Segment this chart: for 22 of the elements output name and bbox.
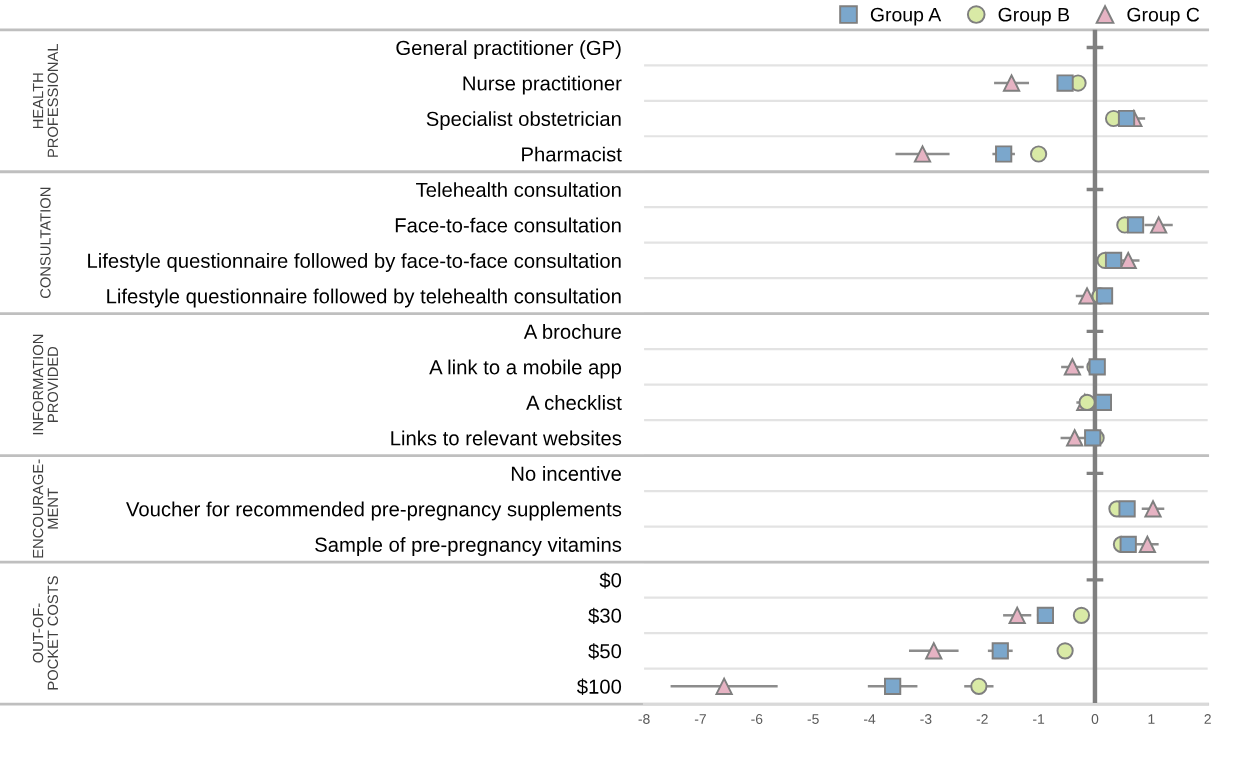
y-tick-label: No incentive [511, 466, 621, 481]
legend-label: Group B [998, 7, 1070, 26]
y-tick-label: A link to a mobile app [429, 359, 622, 379]
legend-label: Group C [1127, 7, 1200, 26]
y-tick-label: $100 [576, 678, 622, 696]
y-tick-label: Sample of pre-pregnancy vitamins [315, 537, 622, 556]
y-tick-label: Pharmacist [522, 146, 622, 162]
y-tick-label: General practitioner (GP) [396, 40, 621, 60]
y-tick-label: A checklist [526, 395, 622, 410]
y-tick-label: Specialist obstetrician [426, 111, 621, 131]
legend-label: Group A [870, 7, 942, 26]
y-tick-label: Lifestyle questionnaire followed by face-to-face consultation [88, 253, 621, 273]
y-tick-label: Voucher for recommended pre-pregnancy supplements [126, 501, 622, 521]
y-tick-label: $30 [588, 607, 622, 625]
y-tick-label: Nurse practitioner [463, 75, 622, 95]
y-tick-label: Lifestyle questionnaire followed by telehealth consultation [107, 288, 621, 308]
y-tick-label: $50 [588, 643, 622, 660]
y-tick-label: A brochure [523, 324, 621, 339]
y-tick-label: Face-to-face consultation [395, 217, 621, 233]
y-tick-label: Links to relevant websites [391, 430, 622, 446]
y-tick-label: Telehealth consultation [416, 182, 621, 198]
y-tick-label: $0 [599, 572, 622, 589]
